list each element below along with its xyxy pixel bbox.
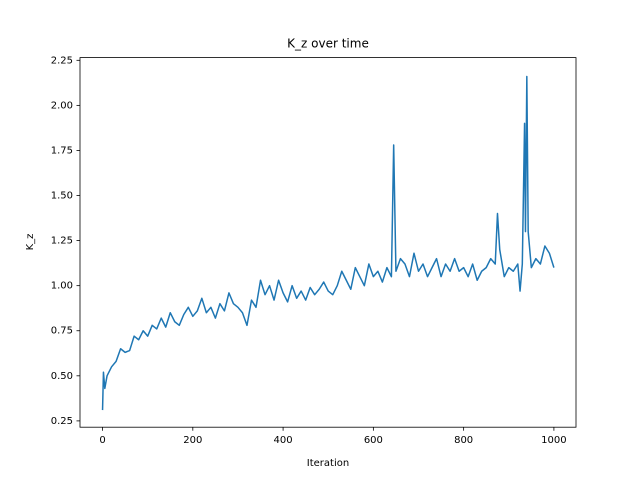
- x-tick-label: 200: [183, 435, 202, 446]
- data-line: [101, 75, 555, 411]
- x-tick-label: 800: [454, 435, 473, 446]
- x-tick-label: 1000: [541, 435, 566, 446]
- x-tick-label: 400: [274, 435, 293, 446]
- x-tick-label: 600: [364, 435, 383, 446]
- chart-title: K_z over time: [287, 37, 369, 51]
- plot-frame: [79, 57, 577, 428]
- y-axis-label: K_z: [25, 234, 36, 251]
- y-tick-label: 1.00: [51, 281, 73, 292]
- y-tick-label: 2.25: [51, 55, 73, 66]
- y-tick-label: 1.50: [51, 191, 73, 202]
- x-tick-label: 0: [99, 435, 105, 446]
- y-tick-label: 0.75: [51, 326, 73, 337]
- y-tick-label: 2.00: [51, 100, 73, 111]
- y-tick-label: 0.25: [51, 416, 73, 427]
- y-tick-label: 0.50: [51, 371, 73, 382]
- y-tick-label: 1.75: [51, 145, 73, 156]
- y-tick-label: 1.25: [51, 236, 73, 247]
- x-axis-label: Iteration: [307, 458, 349, 469]
